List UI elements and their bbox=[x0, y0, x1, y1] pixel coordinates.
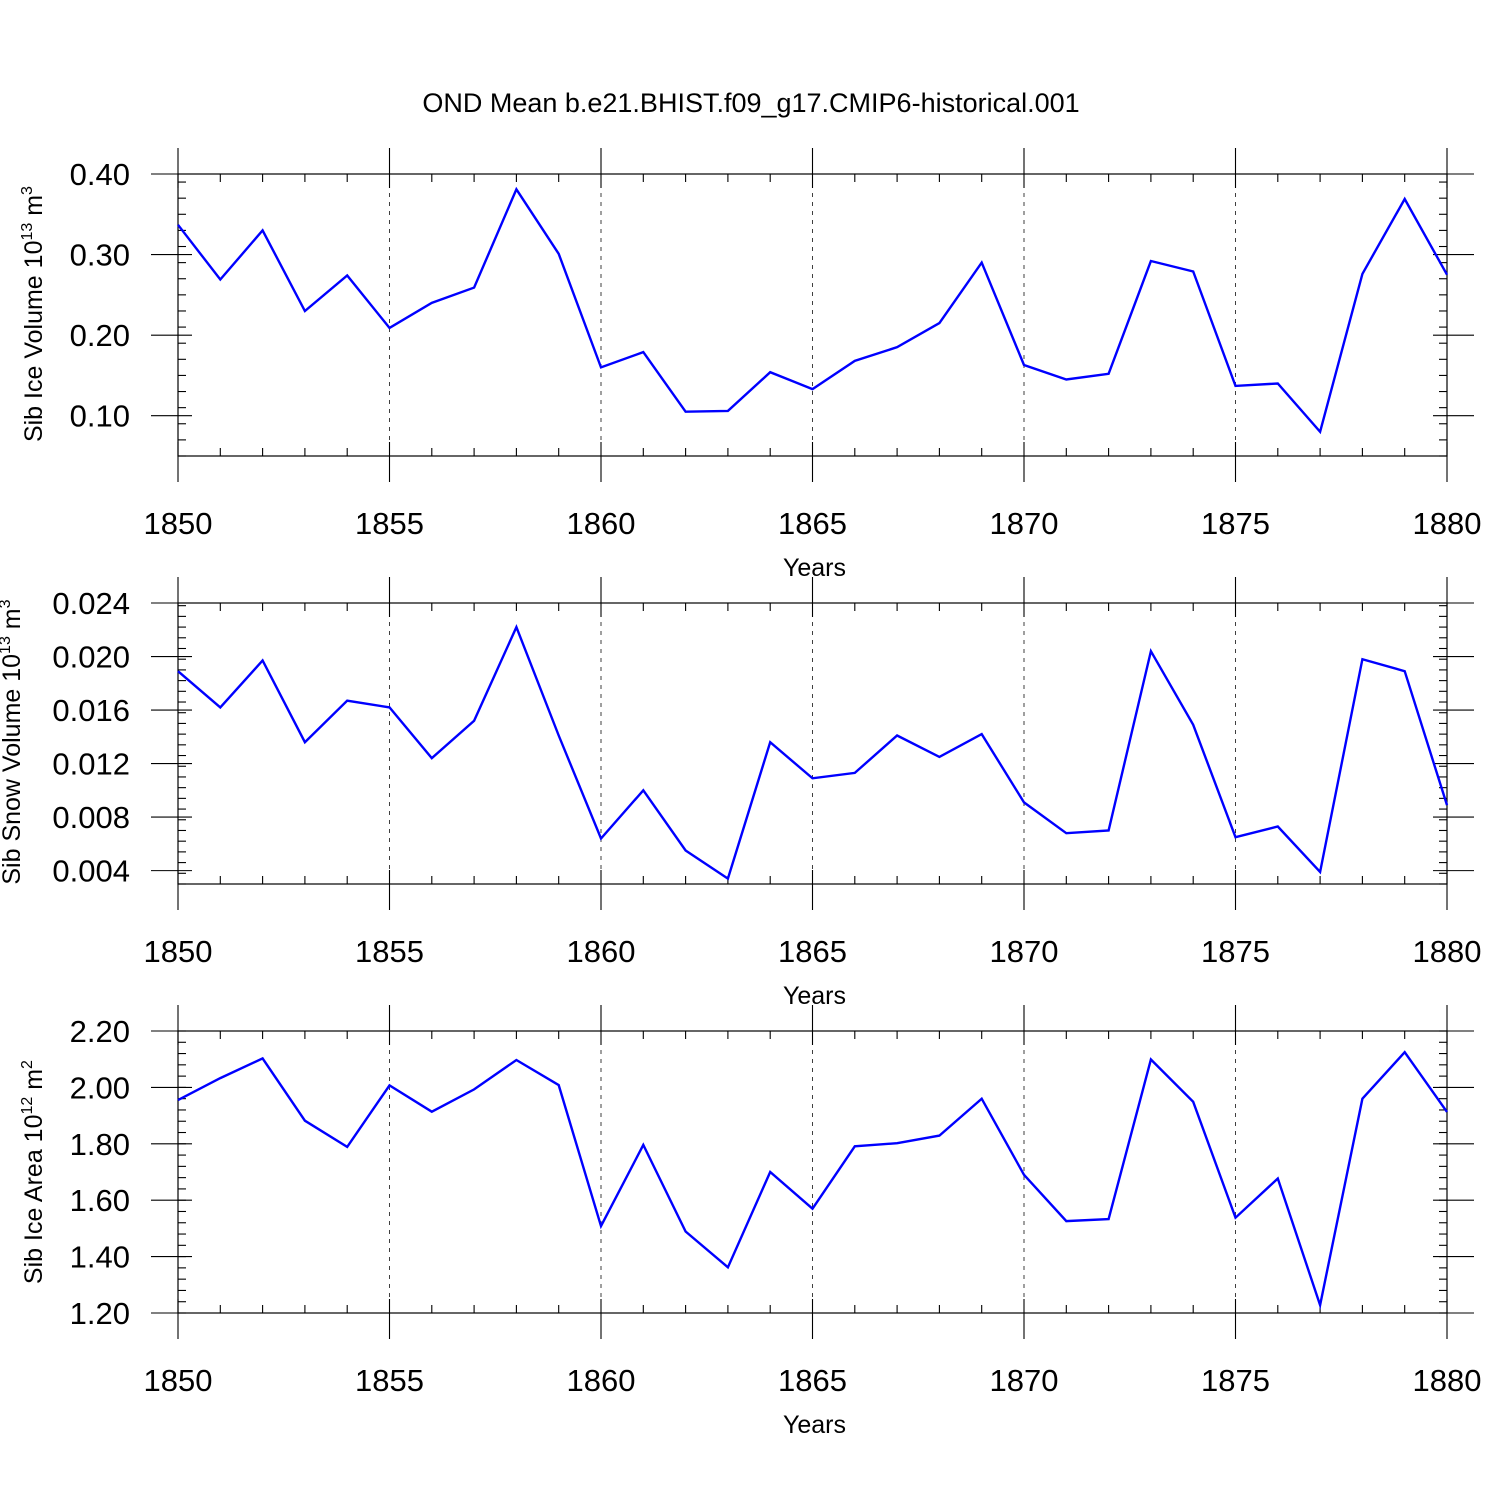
x-tick-label: 1860 bbox=[567, 1363, 636, 1398]
x-tick-label: 1875 bbox=[1201, 1363, 1270, 1398]
y-tick-label: 0.016 bbox=[52, 693, 130, 728]
x-axis-label: Years bbox=[783, 554, 846, 582]
y-axis-label-exponent: 12 bbox=[19, 1097, 36, 1115]
x-tick-label: 1875 bbox=[1201, 506, 1270, 541]
y-tick-label: 0.024 bbox=[52, 586, 130, 621]
x-tick-label: 1865 bbox=[778, 934, 847, 969]
x-tick-label: 1870 bbox=[990, 1363, 1059, 1398]
x-tick-label: 1870 bbox=[990, 506, 1059, 541]
y-tick-label: 0.004 bbox=[52, 854, 130, 889]
y-axis-label: Sib Ice Area 1012 m2 bbox=[19, 1060, 48, 1284]
y-axis-label-exponent: 13 bbox=[19, 223, 36, 241]
y-axis-label-exponent: 2 bbox=[19, 1060, 36, 1069]
x-axis-label: Years bbox=[783, 982, 846, 1010]
y-tick-label: 0.020 bbox=[52, 640, 130, 675]
plot-frame bbox=[177, 1030, 1448, 1314]
x-tick-label: 1855 bbox=[355, 934, 424, 969]
y-axis-label-exponent: 13 bbox=[0, 636, 14, 654]
y-tick-label: 1.40 bbox=[70, 1240, 130, 1275]
y-tick-label: 0.30 bbox=[70, 238, 130, 273]
y-axis-label-exponent: 3 bbox=[19, 186, 36, 195]
y-tick-label: 0.10 bbox=[70, 399, 130, 434]
y-tick-label: 2.20 bbox=[70, 1014, 130, 1049]
y-axis-label-part: Sib Ice Volume 10 bbox=[20, 241, 48, 443]
x-tick-label: 1865 bbox=[778, 506, 847, 541]
x-tick-label: 1855 bbox=[355, 1363, 424, 1398]
x-tick-label: 1880 bbox=[1413, 934, 1482, 969]
y-axis-label-part: Sib Ice Area 10 bbox=[20, 1115, 48, 1285]
x-tick-label: 1855 bbox=[355, 506, 424, 541]
y-axis-label: Sib Snow Volume 1013 m3 bbox=[0, 599, 26, 884]
y-tick-label: 1.60 bbox=[70, 1183, 130, 1218]
y-axis-label-part: m bbox=[20, 1069, 48, 1097]
x-axis-label: Years bbox=[783, 1411, 846, 1439]
ice-volume-panel: 0.10 0.20 0.30 0.40 1850 1855 1860 1865 1870 1875… bbox=[19, 148, 1481, 582]
y-tick-label: 0.40 bbox=[70, 157, 130, 192]
y-axis-label: Sib Ice Volume 1013 m3 bbox=[19, 186, 48, 442]
y-tick-label: 0.012 bbox=[52, 747, 130, 782]
y-axis-label-part: Sib Snow Volume 10 bbox=[0, 654, 26, 885]
y-tick-label: 1.20 bbox=[70, 1296, 130, 1331]
y-axis-label-part: m bbox=[20, 195, 48, 223]
snow-volume-panel: 0.004 0.008 0.012 0.016 0.020 0.024 1850 1855 18… bbox=[0, 577, 1481, 1010]
x-tick-label: 1850 bbox=[144, 934, 213, 969]
x-tick-label: 1850 bbox=[144, 506, 213, 541]
y-axis-label-exponent: 3 bbox=[0, 599, 14, 608]
x-tick-label: 1875 bbox=[1201, 934, 1270, 969]
x-tick-label: 1860 bbox=[567, 506, 636, 541]
ice-area-panel: 1.20 1.40 1.60 1.80 2.00 2.20 1850 1855 1860 1865… bbox=[19, 1005, 1481, 1439]
plot-frame bbox=[177, 173, 1448, 457]
figure-title: OND Mean b.e21.BHIST.f09_g17.CMIP6-histo… bbox=[422, 88, 1079, 118]
x-tick-label: 1850 bbox=[144, 1363, 213, 1398]
y-tick-label: 2.00 bbox=[70, 1070, 130, 1105]
y-axis-label-part: m bbox=[0, 608, 26, 636]
y-tick-label: 0.20 bbox=[70, 318, 130, 353]
x-tick-label: 1880 bbox=[1413, 506, 1482, 541]
x-tick-label: 1880 bbox=[1413, 1363, 1482, 1398]
y-tick-label: 1.80 bbox=[70, 1127, 130, 1162]
x-tick-label: 1865 bbox=[778, 1363, 847, 1398]
y-tick-label: 0.008 bbox=[52, 800, 130, 835]
x-tick-label: 1870 bbox=[990, 934, 1059, 969]
x-tick-label: 1860 bbox=[567, 934, 636, 969]
